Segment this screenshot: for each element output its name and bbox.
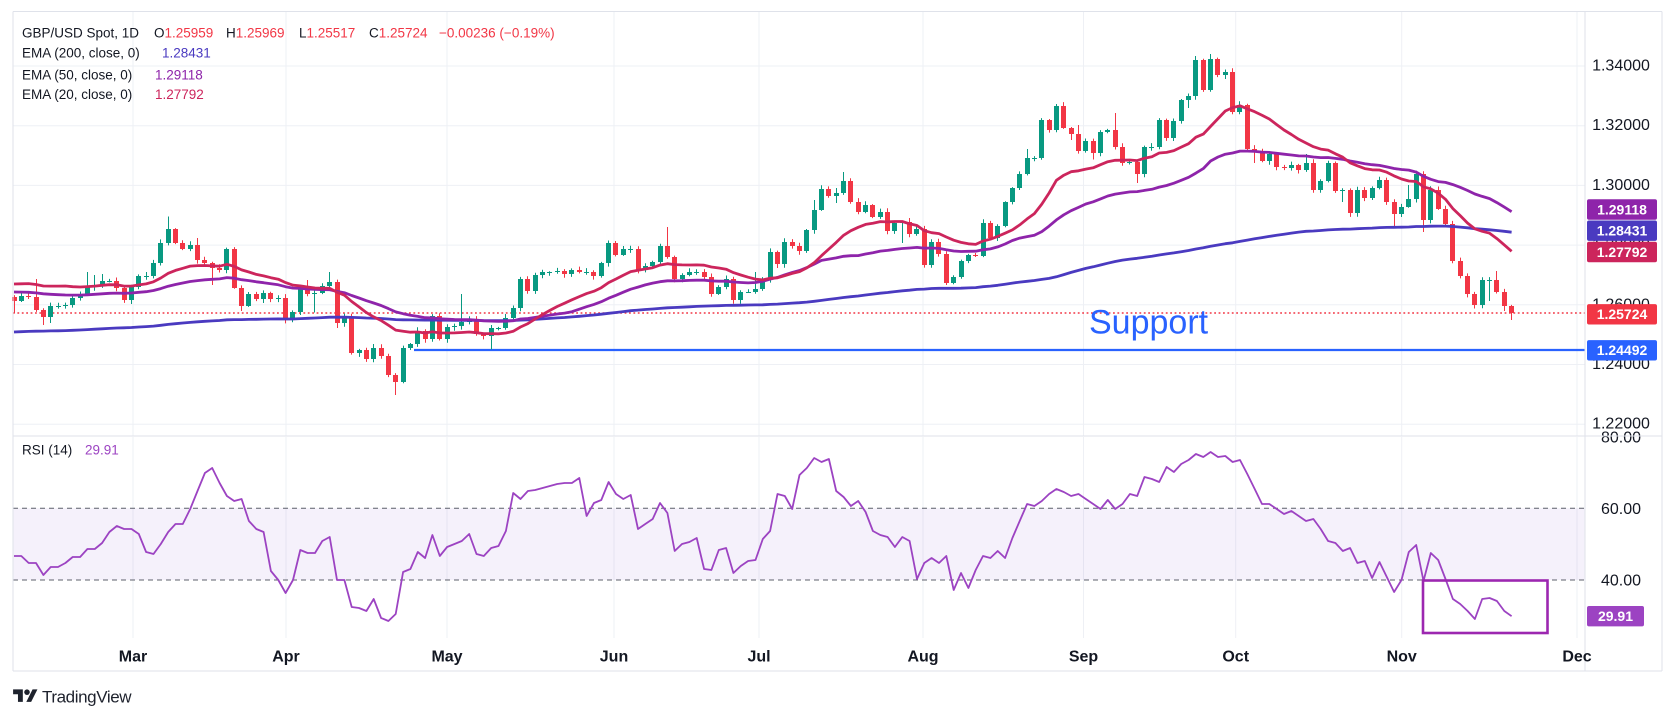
svg-text:C1.25724: C1.25724 [369, 26, 428, 41]
svg-text:EMA (20, close, 0) 1.27792: EMA (20, close, 0) 1.27792 [22, 87, 204, 102]
svg-text:1.34000: 1.34000 [1592, 58, 1650, 75]
svg-text:Mar: Mar [119, 649, 147, 666]
svg-text:−0.00236 (−0.19%): −0.00236 (−0.19%) [439, 26, 555, 41]
svg-text:1.27792: 1.27792 [1597, 244, 1648, 260]
svg-text:EMA (50, close, 0) 1.29118: EMA (50, close, 0) 1.29118 [22, 68, 203, 83]
svg-text:TradingView: TradingView [42, 688, 132, 707]
svg-text:O1.25959: O1.25959 [154, 26, 213, 41]
svg-text:Jul: Jul [747, 649, 770, 666]
svg-text:1.29118: 1.29118 [1597, 201, 1647, 217]
svg-text:1.24492: 1.24492 [1597, 342, 1648, 358]
svg-text:29.91: 29.91 [1598, 608, 1633, 624]
svg-text:Support: Support [1089, 304, 1209, 342]
svg-text:May: May [431, 649, 462, 666]
svg-text:EMA (200, close, 0) 1.28431: EMA (200, close, 0) 1.28431 [22, 46, 211, 61]
svg-text:H1.25969: H1.25969 [226, 26, 285, 41]
svg-text:Aug: Aug [907, 649, 938, 666]
svg-text:1.32000: 1.32000 [1592, 117, 1650, 134]
svg-text:1.30000: 1.30000 [1592, 177, 1650, 194]
svg-text:Sep: Sep [1069, 649, 1099, 666]
svg-text:Jun: Jun [600, 649, 628, 666]
svg-text:40.00: 40.00 [1601, 573, 1641, 590]
svg-text:80.00: 80.00 [1601, 430, 1641, 447]
svg-text:Nov: Nov [1387, 649, 1417, 666]
svg-text:1.25724: 1.25724 [1597, 306, 1648, 322]
svg-text:L1.25517: L1.25517 [299, 26, 355, 41]
svg-text:60.00: 60.00 [1601, 501, 1641, 518]
svg-text:Dec: Dec [1562, 649, 1591, 666]
svg-text:Apr: Apr [272, 649, 300, 666]
svg-text:1.28431: 1.28431 [1597, 223, 1648, 239]
svg-text:1.22000: 1.22000 [1592, 416, 1650, 433]
svg-text:Oct: Oct [1222, 649, 1249, 666]
svg-text:RSI (14) 29.91: RSI (14) 29.91 [22, 443, 119, 458]
svg-text:GBP/USD Spot, 1D: GBP/USD Spot, 1D [22, 26, 139, 41]
